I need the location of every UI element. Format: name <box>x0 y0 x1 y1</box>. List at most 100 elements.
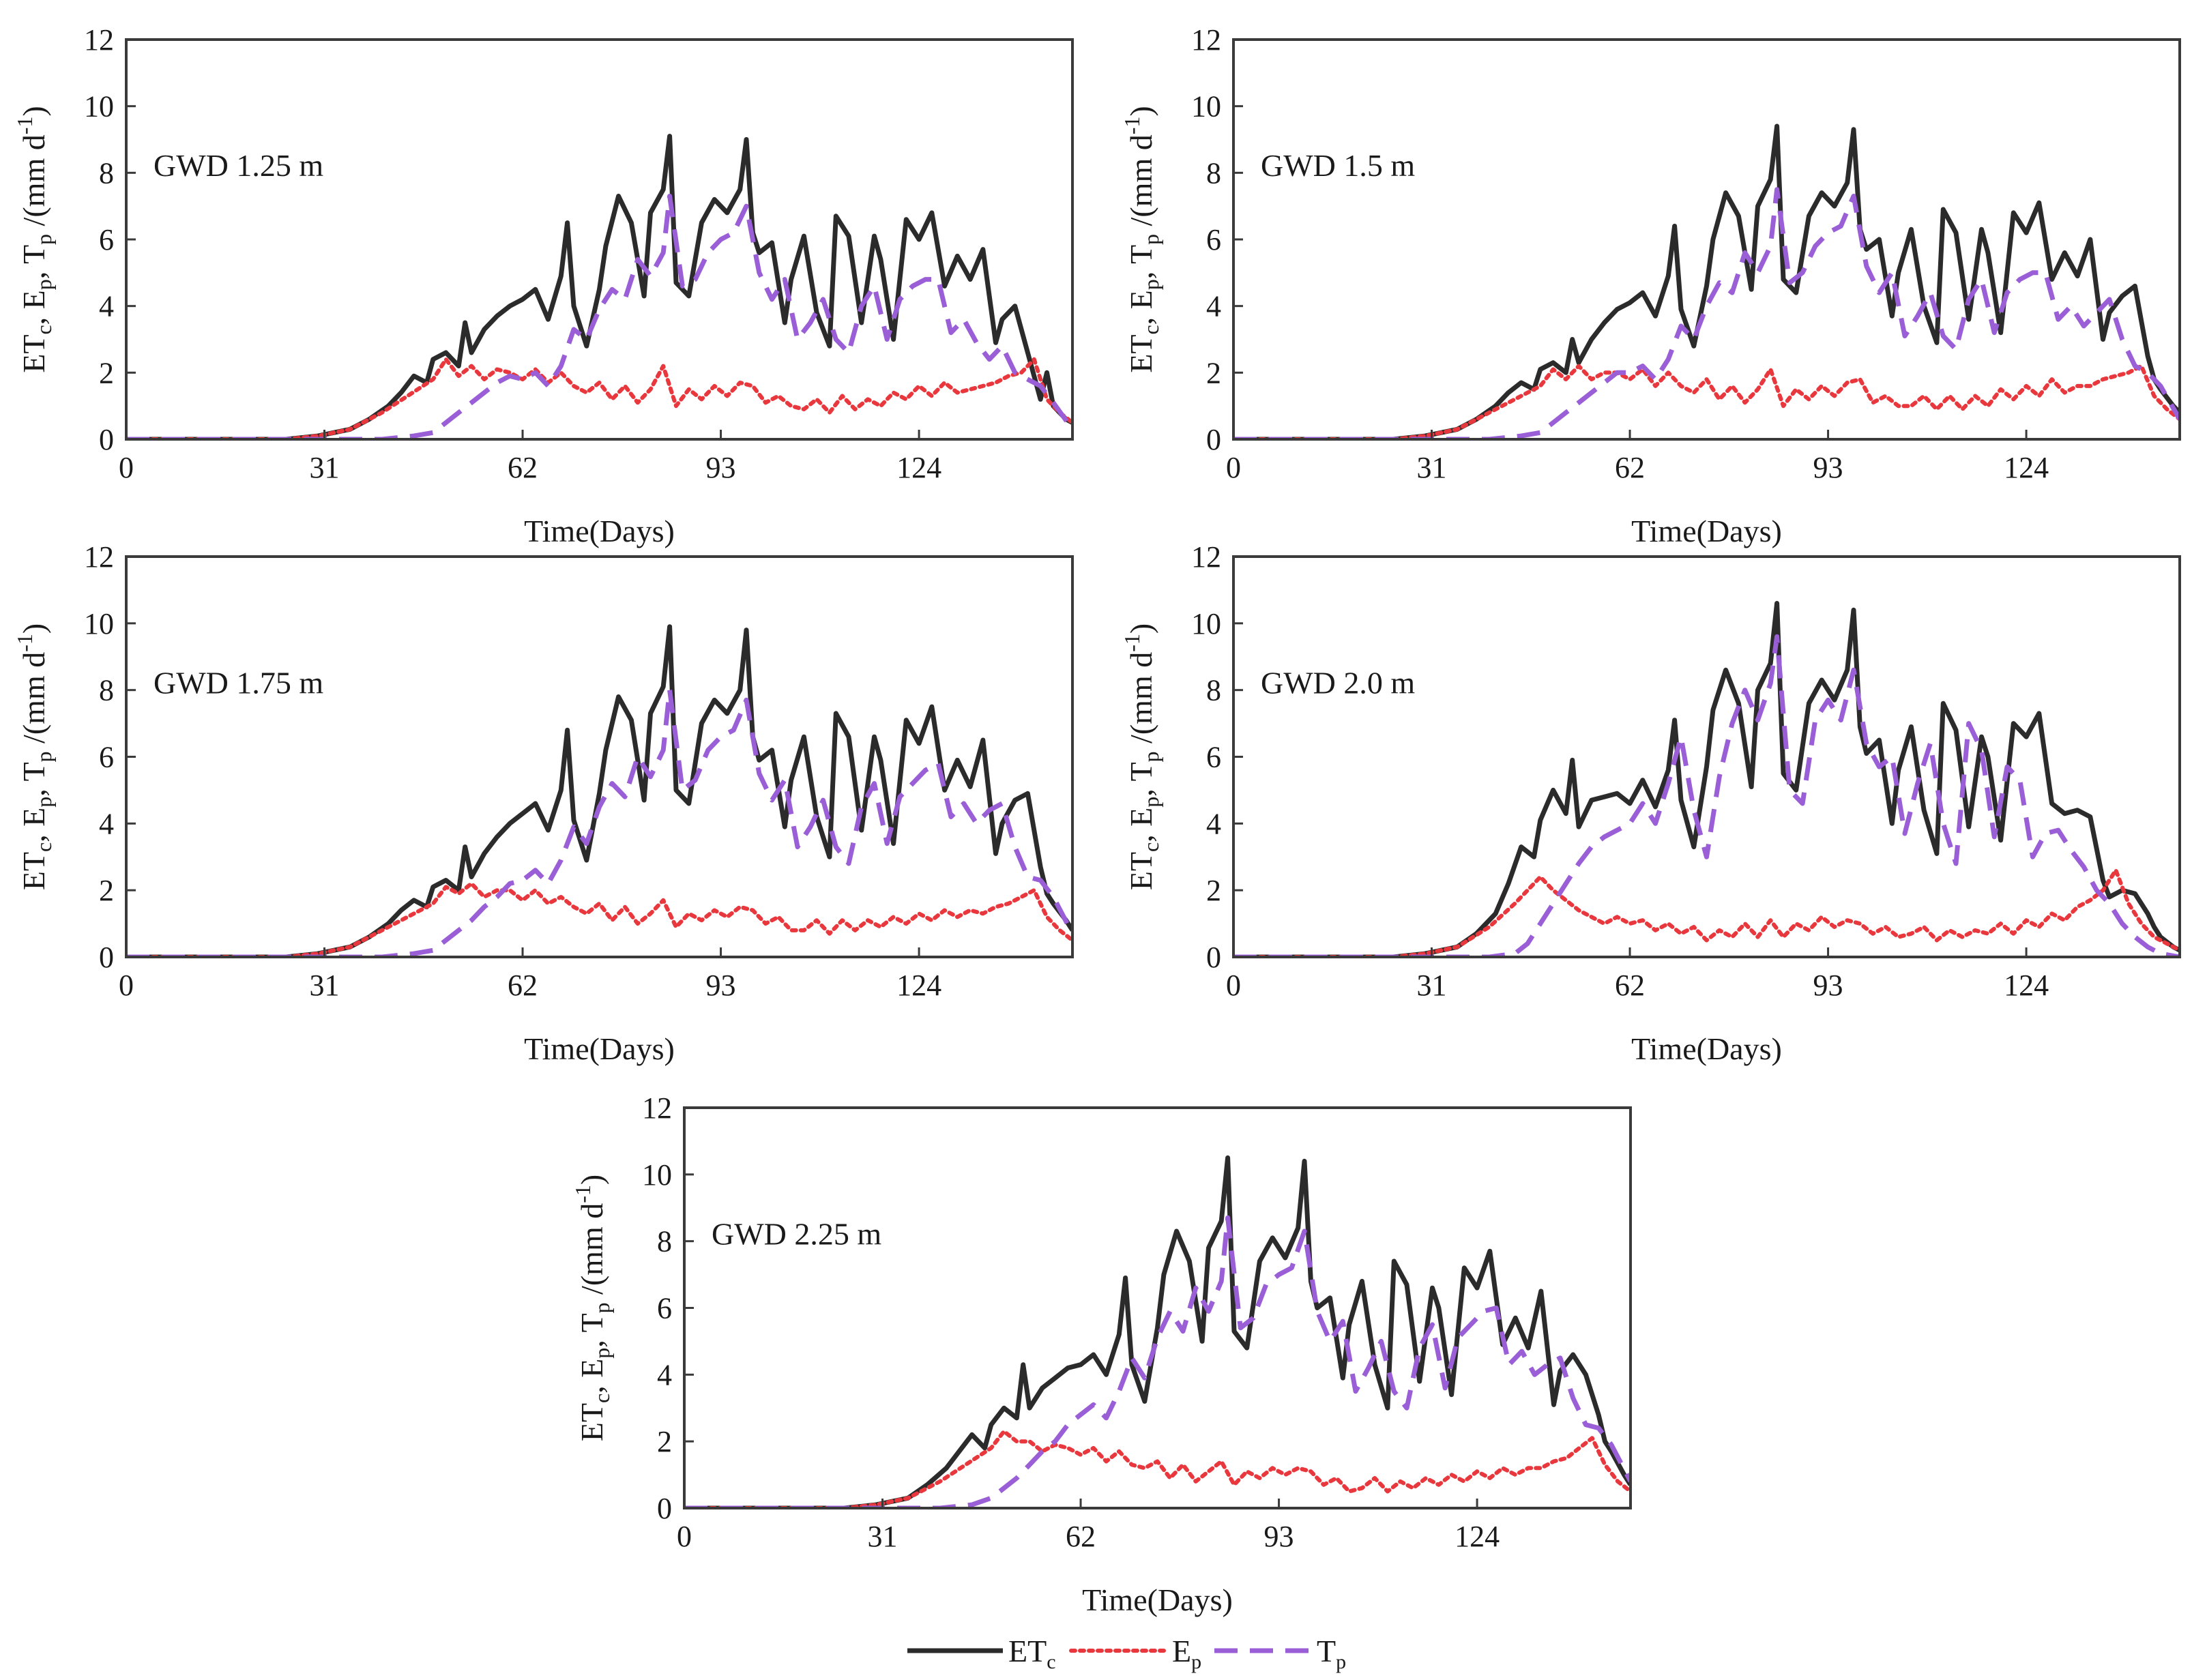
x-tick-label: 31 <box>868 1520 898 1553</box>
series-group <box>1233 601 2180 957</box>
series-line-ep <box>126 881 1072 957</box>
x-tick-label: 93 <box>706 969 736 1002</box>
series-line-etc <box>1233 123 2180 439</box>
y-axis-title: ETc, Ep, Tp /(mm d-1) <box>1120 623 1163 890</box>
chart-panel-2: 0 2 4 6 8 10 12 0 31 62 93 124 Time(Days) ETc, Ep, Tp… <box>1120 23 2181 548</box>
x-tick-label: 31 <box>1417 969 1447 1002</box>
x-tick-label: 124 <box>896 451 941 484</box>
series-line-etc <box>126 624 1072 957</box>
y-tick-label: 4 <box>1206 290 1221 323</box>
panel-label: GWD 1.5 m <box>1261 148 1415 183</box>
y-tick-label: 8 <box>657 1225 672 1258</box>
y-tick-label: 12 <box>642 1091 672 1125</box>
legend: ETc Ep Tp <box>907 1634 1346 1673</box>
y-tick-label: 2 <box>99 874 114 907</box>
x-tick-label: 124 <box>2004 969 2049 1002</box>
y-tick-label: 0 <box>1206 423 1221 456</box>
x-tick-label: 93 <box>1813 969 1843 1002</box>
y-axis-title: ETc, Ep, Tp /(mm d-1) <box>12 623 56 890</box>
x-tick-label: 0 <box>119 969 134 1002</box>
x-axis-title: Time(Days) <box>1082 1582 1233 1617</box>
series-line-tp <box>1233 187 2180 439</box>
y-tick-label: 8 <box>1206 674 1221 707</box>
series-group <box>1233 123 2180 439</box>
chart-panel-3: 0 2 4 6 8 10 12 0 31 62 93 124 Time(Days) ETc, Ep, Tp… <box>12 540 1074 1066</box>
x-axis-title: Time(Days) <box>524 514 675 548</box>
x-axis-title: Time(Days) <box>1631 1031 1782 1066</box>
legend-label-etc: ETc <box>1008 1634 1056 1673</box>
panel-label: GWD 2.0 m <box>1261 666 1415 701</box>
y-tick-label: 8 <box>99 674 114 707</box>
y-axis-title: ETc, Ep, Tp /(mm d-1) <box>1120 106 1163 372</box>
legend-label-ep: Ep <box>1172 1634 1201 1673</box>
y-tick-label: 10 <box>1191 90 1221 123</box>
x-tick-label: 124 <box>896 969 941 1002</box>
y-tick-label: 4 <box>1206 807 1221 840</box>
x-tick-label: 0 <box>1226 451 1241 484</box>
chart-panel-4: 0 2 4 6 8 10 12 0 31 62 93 124 Time(Days) ETc, Ep, Tp… <box>1120 540 2181 1066</box>
y-tick-label: 8 <box>1206 156 1221 190</box>
y-tick-label: 6 <box>99 223 114 256</box>
y-tick-label: 6 <box>1206 741 1221 774</box>
y-tick-label: 2 <box>657 1425 672 1458</box>
series-line-ep <box>126 357 1072 439</box>
series-line-etc <box>1233 601 2180 957</box>
x-tick-label: 124 <box>2004 451 2049 484</box>
y-tick-label: 0 <box>1206 941 1221 974</box>
y-tick-label: 2 <box>1206 356 1221 389</box>
y-tick-label: 10 <box>84 607 114 640</box>
x-tick-label: 62 <box>1615 451 1645 484</box>
y-tick-label: 12 <box>84 23 114 57</box>
series-group <box>684 1155 1631 1508</box>
y-axis-title: ETc, Ep, Tp /(mm d-1) <box>12 106 56 372</box>
y-tick-label: 6 <box>99 741 114 774</box>
series-line-ep <box>1233 364 2180 439</box>
y-tick-label: 0 <box>99 941 114 974</box>
y-tick-label: 4 <box>99 807 114 840</box>
panel-label: GWD 1.25 m <box>154 148 323 183</box>
chart-panel-1: 0 2 4 6 8 10 12 0 31 62 93 124 Time(Days) ETc, Ep, Tp… <box>12 23 1074 548</box>
y-axis-title: ETc, Ep, Tp /(mm d-1) <box>570 1175 614 1441</box>
y-tick-label: 4 <box>657 1358 672 1391</box>
x-tick-label: 62 <box>508 969 538 1002</box>
series-line-tp <box>684 1215 1631 1508</box>
y-tick-label: 12 <box>1191 540 1221 574</box>
y-tick-label: 10 <box>1191 607 1221 640</box>
series-group <box>126 624 1072 957</box>
y-tick-label: 8 <box>99 156 114 190</box>
x-tick-label: 93 <box>706 451 736 484</box>
x-axis-title: Time(Days) <box>524 1031 675 1066</box>
series-line-ep <box>684 1429 1631 1508</box>
x-tick-label: 62 <box>1066 1520 1096 1553</box>
series-line-tp <box>126 194 1072 439</box>
y-tick-label: 2 <box>99 356 114 389</box>
panel-label: GWD 2.25 m <box>712 1217 881 1252</box>
x-tick-label: 93 <box>1813 451 1843 484</box>
legend-label-tp: Tp <box>1317 1634 1346 1673</box>
x-tick-label: 62 <box>508 451 538 484</box>
y-tick-label: 10 <box>84 90 114 123</box>
x-tick-label: 124 <box>1455 1520 1500 1553</box>
series-line-etc <box>684 1155 1631 1508</box>
x-tick-label: 0 <box>1226 969 1241 1002</box>
x-tick-label: 62 <box>1615 969 1645 1002</box>
x-tick-label: 0 <box>677 1520 692 1553</box>
y-tick-label: 4 <box>99 290 114 323</box>
x-tick-label: 31 <box>1417 451 1447 484</box>
y-tick-label: 0 <box>657 1492 672 1525</box>
x-axis-title: Time(Days) <box>1631 514 1782 548</box>
y-tick-label: 6 <box>1206 223 1221 256</box>
series-line-tp <box>126 688 1072 957</box>
series-line-ep <box>1233 868 2180 957</box>
series-group <box>126 134 1072 439</box>
panel-label: GWD 1.75 m <box>154 666 323 701</box>
y-tick-label: 0 <box>99 423 114 456</box>
series-line-etc <box>126 134 1072 439</box>
chart-panel-5: 0 2 4 6 8 10 12 0 31 62 93 124 Time(Days) ETc, Ep, Tp… <box>570 1091 1632 1617</box>
x-tick-label: 93 <box>1264 1520 1294 1553</box>
y-tick-label: 10 <box>642 1158 672 1192</box>
x-tick-label: 31 <box>310 451 340 484</box>
y-tick-label: 2 <box>1206 874 1221 907</box>
